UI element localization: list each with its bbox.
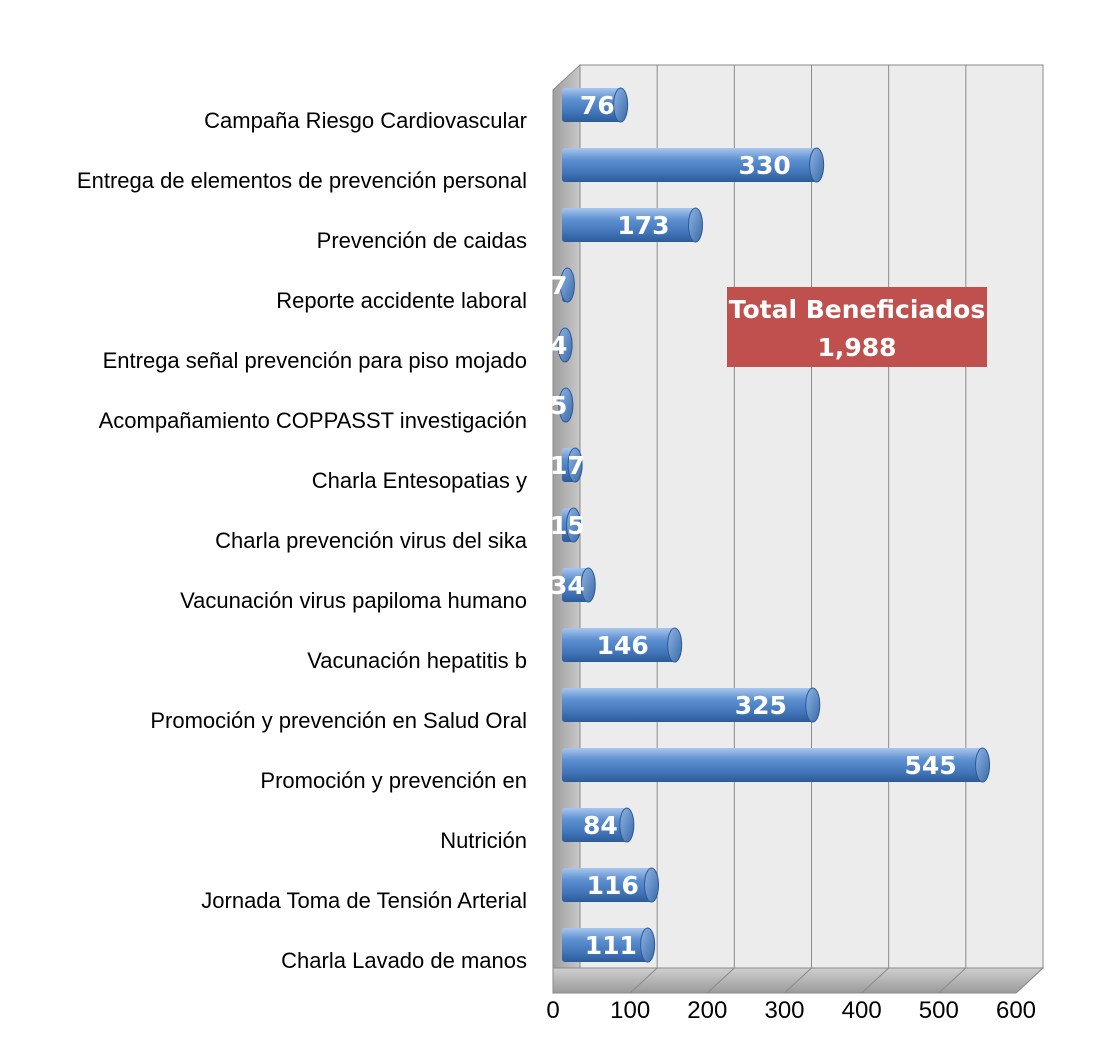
annotation-title: Total Beneficiados	[729, 295, 986, 324]
total-annotation: Total Beneficiados 1,988	[727, 287, 987, 367]
bar	[562, 87, 629, 123]
bar	[562, 807, 635, 843]
value-label: 84	[583, 811, 618, 840]
bar	[562, 567, 596, 603]
category-label: Jornada Toma de Tensión Arterial	[201, 888, 527, 913]
value-label: 330	[739, 151, 791, 180]
bar-cap	[644, 867, 660, 903]
category-label: Reporte accidente laboral	[276, 288, 527, 313]
annotation-box	[727, 287, 987, 367]
bar-cap	[809, 147, 825, 183]
bar-cap	[567, 447, 583, 483]
value-label: 173	[617, 211, 669, 240]
category-label: Nutrición	[440, 828, 527, 853]
category-label: Charla Entesopatias y	[312, 468, 527, 493]
value-label: 116	[587, 871, 639, 900]
x-tick-label: 300	[764, 997, 804, 1024]
bars: 76 330 173 7 4 5 17 15 34 146 325 545 84 116 111	[550, 87, 991, 963]
bar-cap	[557, 327, 573, 363]
bar	[562, 207, 703, 243]
bar-cap	[619, 807, 635, 843]
bar-body	[562, 928, 648, 962]
category-label: Vacunación hepatitis b	[307, 648, 527, 673]
value-label: 34	[550, 571, 585, 600]
category-label: Vacunación virus papiloma humano	[180, 588, 527, 613]
bar-cap	[805, 687, 821, 723]
bar	[562, 747, 991, 783]
value-label: 17	[550, 451, 585, 480]
value-label: 545	[904, 751, 956, 780]
bar	[562, 147, 825, 183]
bar-body	[562, 88, 621, 122]
bar-body	[562, 208, 696, 242]
bar	[562, 507, 582, 543]
category-label: Campaña Riesgo Cardiovascular	[204, 108, 527, 133]
value-label: 146	[597, 631, 649, 660]
bar-body	[562, 748, 983, 782]
bar-cap	[566, 507, 582, 543]
plot-background	[552, 63, 1045, 995]
x-tick-label: 200	[687, 997, 727, 1024]
bar-cap	[975, 747, 991, 783]
bar-cap	[640, 927, 656, 963]
value-label: 15	[550, 511, 585, 540]
gridline-floor	[629, 967, 658, 994]
gridline-floor	[1015, 967, 1044, 994]
x-tick-label: 500	[919, 997, 959, 1024]
bar	[562, 447, 583, 483]
x-tick-label: 100	[610, 997, 650, 1024]
bar	[559, 267, 575, 303]
x-tick-label: 0	[546, 997, 559, 1024]
value-label: 76	[580, 91, 615, 120]
bar-cap	[687, 207, 703, 243]
bar	[558, 387, 574, 423]
category-label: Charla prevención virus del sika	[215, 528, 528, 553]
bar	[562, 627, 683, 663]
bar-body	[562, 628, 675, 662]
bar-cap	[559, 267, 575, 303]
value-label: 4	[550, 331, 567, 360]
category-label: Acompañamiento COPPASST investigación	[99, 408, 527, 433]
bar-body	[562, 808, 627, 842]
gridline-floor	[938, 967, 967, 994]
bar	[562, 687, 821, 723]
value-label: 325	[735, 691, 787, 720]
bar-body	[562, 148, 817, 182]
gridline-floor	[861, 967, 890, 994]
gridline-floor	[706, 967, 735, 994]
value-label: 111	[585, 931, 637, 960]
bar	[557, 327, 573, 363]
category-label: Entrega señal prevención para piso mojad…	[103, 348, 527, 373]
category-label: Promoción y prevención en Salud Oral	[150, 708, 527, 733]
bar-body	[562, 868, 652, 902]
bar	[562, 927, 656, 963]
annotation-total: 1,988	[817, 333, 896, 362]
x-axis-ticks: 0 100 200 300 400 500 600	[546, 997, 1036, 1024]
category-labels: Campaña Riesgo Cardiovascular Entrega de …	[77, 108, 528, 973]
value-label: 7	[550, 271, 567, 300]
bar-cap	[613, 87, 629, 123]
gridline-floor	[784, 967, 812, 994]
value-label: 5	[550, 391, 567, 420]
x-tick-label: 600	[996, 997, 1036, 1024]
category-label: Prevención de caidas	[317, 228, 527, 253]
bar	[562, 867, 660, 903]
category-label: Entrega de elementos de prevención perso…	[77, 168, 527, 193]
bar-cap	[667, 627, 683, 663]
bar-body	[562, 688, 813, 722]
bar-cap	[558, 387, 574, 423]
x-tick-label: 400	[842, 997, 882, 1024]
category-label: Charla Lavado de manos	[281, 948, 527, 973]
category-label: Promoción y prevención en	[260, 768, 527, 793]
bar-cap	[580, 567, 596, 603]
